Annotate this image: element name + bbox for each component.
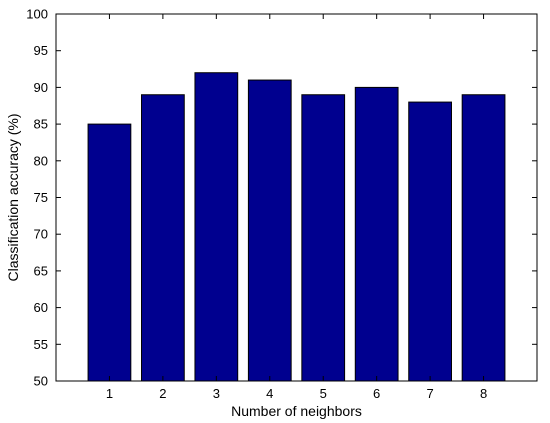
x-axis-label: Number of neighbors [231,403,362,419]
y-tick-label: 60 [34,300,48,315]
y-tick-label: 55 [34,337,48,352]
x-tick-label: 2 [159,386,166,401]
bar-5 [301,94,346,382]
y-axis-ticks: 50 55 60 65 70 75 80 85 90 95 100 [26,7,537,389]
x-tick-label: 1 [106,386,113,401]
y-tick-label: 80 [34,153,48,168]
bar-6 [354,86,399,382]
y-tick-label: 90 [34,80,48,95]
y-tick-label: 85 [34,117,48,132]
x-tick-label: 5 [320,386,327,401]
y-tick-label: 95 [34,43,48,58]
bar-8 [461,94,506,382]
x-tick-label: 3 [213,386,220,401]
x-tick-label: 6 [373,386,380,401]
bar-4 [247,79,292,382]
y-tick-label: 100 [26,7,48,22]
x-tick-label: 7 [426,386,433,401]
y-tick-label: 50 [34,374,48,389]
plot-frame [55,13,538,382]
y-tick-label: 70 [34,227,48,242]
bar-3 [194,72,239,382]
bar-1 [87,123,132,382]
bar-2 [141,94,185,382]
y-axis-label: Classification accuracy (%) [5,113,21,281]
bars-group [87,72,506,382]
y-tick-label: 65 [34,263,48,278]
y-tick-label: 75 [34,190,48,205]
x-tick-label: 8 [480,386,487,401]
bar-7 [408,101,452,382]
x-axis-ticks: 1 2 3 4 5 6 7 8 [106,14,487,401]
x-tick-label: 4 [266,386,273,401]
